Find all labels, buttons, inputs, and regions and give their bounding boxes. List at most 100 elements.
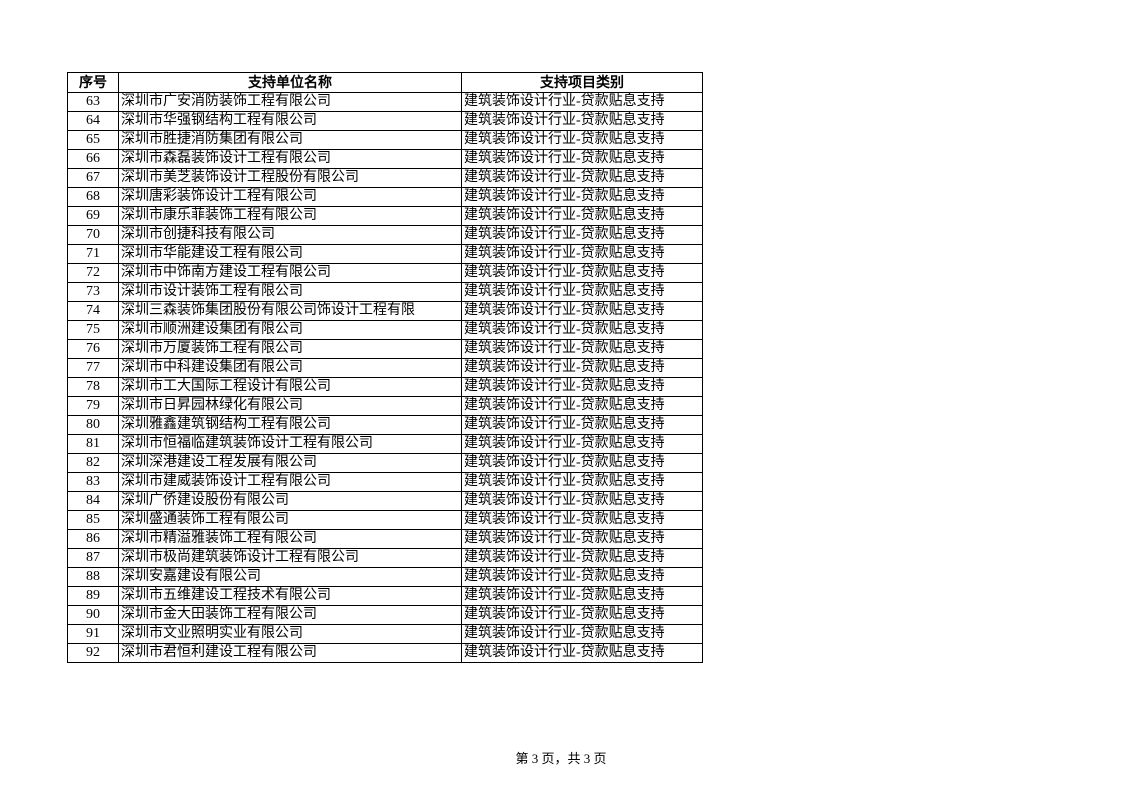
serial-number-cell: 66	[67, 149, 119, 169]
header-row: 序号 支持单位名称 支持项目类别	[67, 72, 703, 93]
unit-name-cell: 深圳雅鑫建筑钢结构工程有限公司	[118, 415, 462, 435]
unit-name-cell: 深圳市广安消防装饰工程有限公司	[118, 92, 462, 112]
table-row: 84 深圳广侨建设股份有限公司 建筑装饰设计行业-贷款贴息支持	[67, 491, 703, 511]
serial-number-cell: 90	[67, 605, 119, 625]
table-row: 90 深圳市金大田装饰工程有限公司 建筑装饰设计行业-贷款贴息支持	[67, 605, 703, 625]
serial-number-cell: 64	[67, 111, 119, 131]
unit-name-cell: 深圳安嘉建设有限公司	[118, 567, 462, 587]
unit-name-cell: 深圳市君恒利建设工程有限公司	[118, 643, 462, 663]
serial-number-cell: 82	[67, 453, 119, 473]
serial-number-cell: 75	[67, 320, 119, 340]
unit-name-cell: 深圳三森装饰集团股份有限公司饰设计工程有限	[118, 301, 462, 321]
unit-name-cell: 深圳盛通装饰工程有限公司	[118, 510, 462, 530]
project-category-cell: 建筑装饰设计行业-贷款贴息支持	[461, 282, 703, 302]
unit-name-cell: 深圳市日昇园林绿化有限公司	[118, 396, 462, 416]
project-category-cell: 建筑装饰设计行业-贷款贴息支持	[461, 377, 703, 397]
project-category-cell: 建筑装饰设计行业-贷款贴息支持	[461, 510, 703, 530]
table-row: 86 深圳市精溢雅装饰工程有限公司 建筑装饰设计行业-贷款贴息支持	[67, 529, 703, 549]
project-category-cell: 建筑装饰设计行业-贷款贴息支持	[461, 491, 703, 511]
project-category-cell: 建筑装饰设计行业-贷款贴息支持	[461, 206, 703, 226]
table-row: 80 深圳雅鑫建筑钢结构工程有限公司 建筑装饰设计行业-贷款贴息支持	[67, 415, 703, 435]
unit-name-cell: 深圳市森磊装饰设计工程有限公司	[118, 149, 462, 169]
header-project-category: 支持项目类别	[461, 72, 703, 93]
unit-name-cell: 深圳市创捷科技有限公司	[118, 225, 462, 245]
serial-number-cell: 76	[67, 339, 119, 359]
unit-name-cell: 深圳市极尚建筑装饰设计工程有限公司	[118, 548, 462, 568]
serial-number-cell: 69	[67, 206, 119, 226]
table-row: 68 深圳唐彩装饰设计工程有限公司 建筑装饰设计行业-贷款贴息支持	[67, 187, 703, 207]
table-row: 63 深圳市广安消防装饰工程有限公司 建筑装饰设计行业-贷款贴息支持	[67, 92, 703, 112]
table-row: 71 深圳市华能建设工程有限公司 建筑装饰设计行业-贷款贴息支持	[67, 244, 703, 264]
table-row: 83 深圳市建威装饰设计工程有限公司 建筑装饰设计行业-贷款贴息支持	[67, 472, 703, 492]
unit-name-cell: 深圳市金大田装饰工程有限公司	[118, 605, 462, 625]
unit-name-cell: 深圳唐彩装饰设计工程有限公司	[118, 187, 462, 207]
serial-number-cell: 63	[67, 92, 119, 112]
serial-number-cell: 70	[67, 225, 119, 245]
project-category-cell: 建筑装饰设计行业-贷款贴息支持	[461, 92, 703, 112]
unit-name-cell: 深圳市中饰南方建设工程有限公司	[118, 263, 462, 283]
page-footer: 第 3 页，共 3 页	[515, 751, 607, 766]
table-row: 66 深圳市森磊装饰设计工程有限公司 建筑装饰设计行业-贷款贴息支持	[67, 149, 703, 169]
table-row: 92 深圳市君恒利建设工程有限公司 建筑装饰设计行业-贷款贴息支持	[67, 643, 703, 663]
project-category-cell: 建筑装饰设计行业-贷款贴息支持	[461, 301, 703, 321]
table-row: 74 深圳三森装饰集团股份有限公司饰设计工程有限 建筑装饰设计行业-贷款贴息支持	[67, 301, 703, 321]
table-row: 85 深圳盛通装饰工程有限公司 建筑装饰设计行业-贷款贴息支持	[67, 510, 703, 530]
project-category-cell: 建筑装饰设计行业-贷款贴息支持	[461, 130, 703, 150]
serial-number-cell: 74	[67, 301, 119, 321]
serial-number-cell: 86	[67, 529, 119, 549]
project-category-cell: 建筑装饰设计行业-贷款贴息支持	[461, 415, 703, 435]
unit-name-cell: 深圳市美芝装饰设计工程股份有限公司	[118, 168, 462, 188]
serial-number-cell: 92	[67, 643, 119, 663]
table-row: 78 深圳市工大国际工程设计有限公司 建筑装饰设计行业-贷款贴息支持	[67, 377, 703, 397]
serial-number-cell: 85	[67, 510, 119, 530]
serial-number-cell: 89	[67, 586, 119, 606]
header-serial-number: 序号	[67, 72, 119, 93]
serial-number-cell: 83	[67, 472, 119, 492]
table-row: 81 深圳市恒福临建筑装饰设计工程有限公司 建筑装饰设计行业-贷款贴息支持	[67, 434, 703, 454]
unit-name-cell: 深圳市建威装饰设计工程有限公司	[118, 472, 462, 492]
project-category-cell: 建筑装饰设计行业-贷款贴息支持	[461, 168, 703, 188]
project-category-cell: 建筑装饰设计行业-贷款贴息支持	[461, 396, 703, 416]
serial-number-cell: 71	[67, 244, 119, 264]
project-category-cell: 建筑装饰设计行业-贷款贴息支持	[461, 529, 703, 549]
table-row: 69 深圳市康乐菲装饰工程有限公司 建筑装饰设计行业-贷款贴息支持	[67, 206, 703, 226]
table-row: 75 深圳市顺洲建设集团有限公司 建筑装饰设计行业-贷款贴息支持	[67, 320, 703, 340]
project-category-cell: 建筑装饰设计行业-贷款贴息支持	[461, 643, 703, 663]
serial-number-cell: 77	[67, 358, 119, 378]
serial-number-cell: 81	[67, 434, 119, 454]
unit-name-cell: 深圳市文业照明实业有限公司	[118, 624, 462, 644]
unit-name-cell: 深圳市设计装饰工程有限公司	[118, 282, 462, 302]
unit-name-cell: 深圳市精溢雅装饰工程有限公司	[118, 529, 462, 549]
project-category-cell: 建筑装饰设计行业-贷款贴息支持	[461, 472, 703, 492]
project-category-cell: 建筑装饰设计行业-贷款贴息支持	[461, 187, 703, 207]
project-category-cell: 建筑装饰设计行业-贷款贴息支持	[461, 586, 703, 606]
serial-number-cell: 73	[67, 282, 119, 302]
project-category-cell: 建筑装饰设计行业-贷款贴息支持	[461, 567, 703, 587]
project-category-cell: 建筑装饰设计行业-贷款贴息支持	[461, 339, 703, 359]
serial-number-cell: 88	[67, 567, 119, 587]
project-category-cell: 建筑装饰设计行业-贷款贴息支持	[461, 244, 703, 264]
serial-number-cell: 84	[67, 491, 119, 511]
table-row: 79 深圳市日昇园林绿化有限公司 建筑装饰设计行业-贷款贴息支持	[67, 396, 703, 416]
unit-name-cell: 深圳广侨建设股份有限公司	[118, 491, 462, 511]
unit-name-cell: 深圳市万厦装饰工程有限公司	[118, 339, 462, 359]
header-unit-name: 支持单位名称	[118, 72, 462, 93]
project-category-cell: 建筑装饰设计行业-贷款贴息支持	[461, 320, 703, 340]
unit-name-cell: 深圳市顺洲建设集团有限公司	[118, 320, 462, 340]
project-category-cell: 建筑装饰设计行业-贷款贴息支持	[461, 434, 703, 454]
table-row: 67 深圳市美芝装饰设计工程股份有限公司 建筑装饰设计行业-贷款贴息支持	[67, 168, 703, 188]
table-row: 89 深圳市五维建设工程技术有限公司 建筑装饰设计行业-贷款贴息支持	[67, 586, 703, 606]
table-row: 64 深圳市华强钢结构工程有限公司 建筑装饰设计行业-贷款贴息支持	[67, 111, 703, 131]
table-row: 82 深圳深港建设工程发展有限公司 建筑装饰设计行业-贷款贴息支持	[67, 453, 703, 473]
table-row: 76 深圳市万厦装饰工程有限公司 建筑装饰设计行业-贷款贴息支持	[67, 339, 703, 359]
unit-name-cell: 深圳市工大国际工程设计有限公司	[118, 377, 462, 397]
unit-name-cell: 深圳市胜捷消防集团有限公司	[118, 130, 462, 150]
project-category-cell: 建筑装饰设计行业-贷款贴息支持	[461, 548, 703, 568]
project-category-cell: 建筑装饰设计行业-贷款贴息支持	[461, 225, 703, 245]
unit-name-cell: 深圳市华能建设工程有限公司	[118, 244, 462, 264]
serial-number-cell: 68	[67, 187, 119, 207]
project-category-cell: 建筑装饰设计行业-贷款贴息支持	[461, 624, 703, 644]
support-units-table: 序号 支持单位名称 支持项目类别 63 深圳市广安消防装饰工程有限公司 建筑装饰设计…	[67, 72, 703, 663]
table-row: 65 深圳市胜捷消防集团有限公司 建筑装饰设计行业-贷款贴息支持	[67, 130, 703, 150]
serial-number-cell: 67	[67, 168, 119, 188]
